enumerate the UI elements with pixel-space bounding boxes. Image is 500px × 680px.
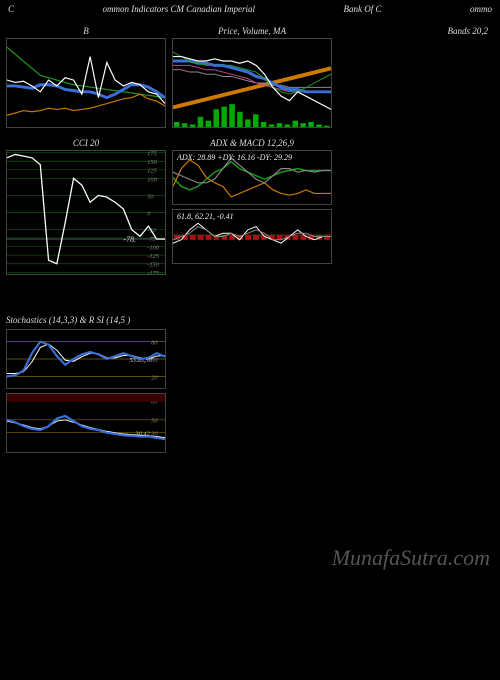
cci-cell: CCI 20 175150125100500-50-75-100-125-150…: [6, 136, 166, 275]
adx-readout: ADX: 28.89 +DY: 16.16 -DY: 29.29: [177, 153, 292, 162]
svg-text:100: 100: [147, 176, 157, 183]
svg-text:50: 50: [151, 418, 158, 425]
price-ma-chart: [172, 38, 332, 128]
svg-text:-175: -175: [147, 270, 159, 274]
bands202-cell: Bands 20,2: [338, 24, 488, 128]
bands202-title: Bands 20,2: [338, 24, 488, 38]
chart-grid-row2: CCI 20 175150125100500-50-75-100-125-150…: [0, 128, 500, 275]
svg-text:20: 20: [151, 374, 158, 381]
svg-text:-75: -75: [147, 236, 156, 243]
hdr-left: C: [8, 4, 14, 14]
bbands-title: B: [6, 24, 166, 38]
adx-title: ADX & MACD 12,26,9: [172, 136, 332, 150]
stoch-title: Stochastics (14,3,3) & R SI (14,5 ): [6, 315, 166, 329]
chart-grid-row1: B Price, Volume, MA Bands 20,2: [0, 24, 500, 128]
svg-text:80: 80: [151, 340, 158, 347]
page-header: C ommon Indicators CM Canadian Imperial …: [0, 0, 500, 24]
svg-text:50: 50: [147, 193, 154, 200]
cci-title: CCI 20: [6, 136, 166, 150]
adx-chart: ADX: 28.89 +DY: 16.16 -DY: 29.29: [172, 150, 332, 205]
svg-text:150: 150: [147, 159, 157, 166]
bbands-cell: B: [6, 24, 166, 128]
macd-readout: 61.8, 62.21, -0.41: [177, 212, 234, 221]
hdr-mid2: Bank Of C: [343, 4, 381, 14]
adx-macd-cell: ADX & MACD 12,26,9 ADX: 28.89 +DY: 16.16…: [172, 136, 332, 275]
stoch-chart: 80502053.83,50: [6, 329, 166, 389]
cci-chart: 175150125100500-50-75-100-125-150-175-78…: [6, 150, 166, 275]
rsi-chart: 80503030,42: [6, 393, 166, 453]
price-ma-title: Price, Volume, MA: [172, 24, 332, 38]
svg-text:-125: -125: [147, 253, 159, 260]
hdr-right: ommo: [470, 4, 492, 14]
watermark: MunafaSutra.com: [332, 545, 490, 571]
svg-text:-100: -100: [147, 245, 160, 252]
bbands-chart: [6, 38, 166, 128]
svg-text:0: 0: [147, 210, 151, 217]
price-ma-cell: Price, Volume, MA: [172, 24, 332, 128]
chart-grid-row3: Stochastics (14,3,3) & R SI (14,5 ) 8050…: [0, 275, 500, 453]
svg-text:175: 175: [147, 151, 157, 158]
hdr-mid: ommon Indicators CM Canadian Imperial: [103, 4, 256, 14]
svg-text:-78.: -78.: [124, 235, 137, 244]
macd-chart: 61.8, 62.21, -0.41: [172, 209, 332, 264]
svg-text:125: 125: [147, 168, 157, 175]
svg-text:-150: -150: [147, 262, 160, 269]
stoch-rsi-cell: Stochastics (14,3,3) & R SI (14,5 ) 8050…: [6, 315, 166, 453]
